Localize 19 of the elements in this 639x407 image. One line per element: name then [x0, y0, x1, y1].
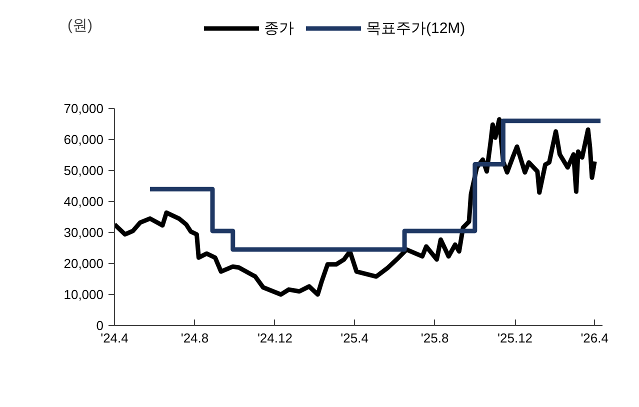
x-tick-label: '24.4: [100, 330, 128, 346]
x-tick-label: '25.8: [420, 330, 449, 346]
y-tick-label: 50,000: [64, 163, 104, 178]
x-tick-label: '24.8: [180, 330, 209, 346]
y-tick-label: 60,000: [64, 132, 104, 147]
y-tick-label: 20,000: [64, 256, 104, 271]
x-tick-label: '26.4: [580, 330, 609, 346]
legend-label: 종가: [264, 18, 294, 38]
y-tick-label: 70,000: [64, 101, 104, 116]
y-tick-label: 40,000: [64, 194, 104, 209]
x-tick-label: '25.4: [340, 330, 368, 346]
y-tick-label: 0: [96, 318, 104, 333]
legend-label: 목표주가(12M): [366, 18, 466, 38]
y-tick-label: 30,000: [64, 225, 104, 240]
line-series: [114, 117, 597, 297]
y-tick-label: 10,000: [64, 287, 104, 302]
y-axis-title: (원): [68, 17, 93, 34]
x-tick-label: '24.12: [257, 330, 292, 346]
x-tick-label: '25.12: [498, 330, 533, 346]
